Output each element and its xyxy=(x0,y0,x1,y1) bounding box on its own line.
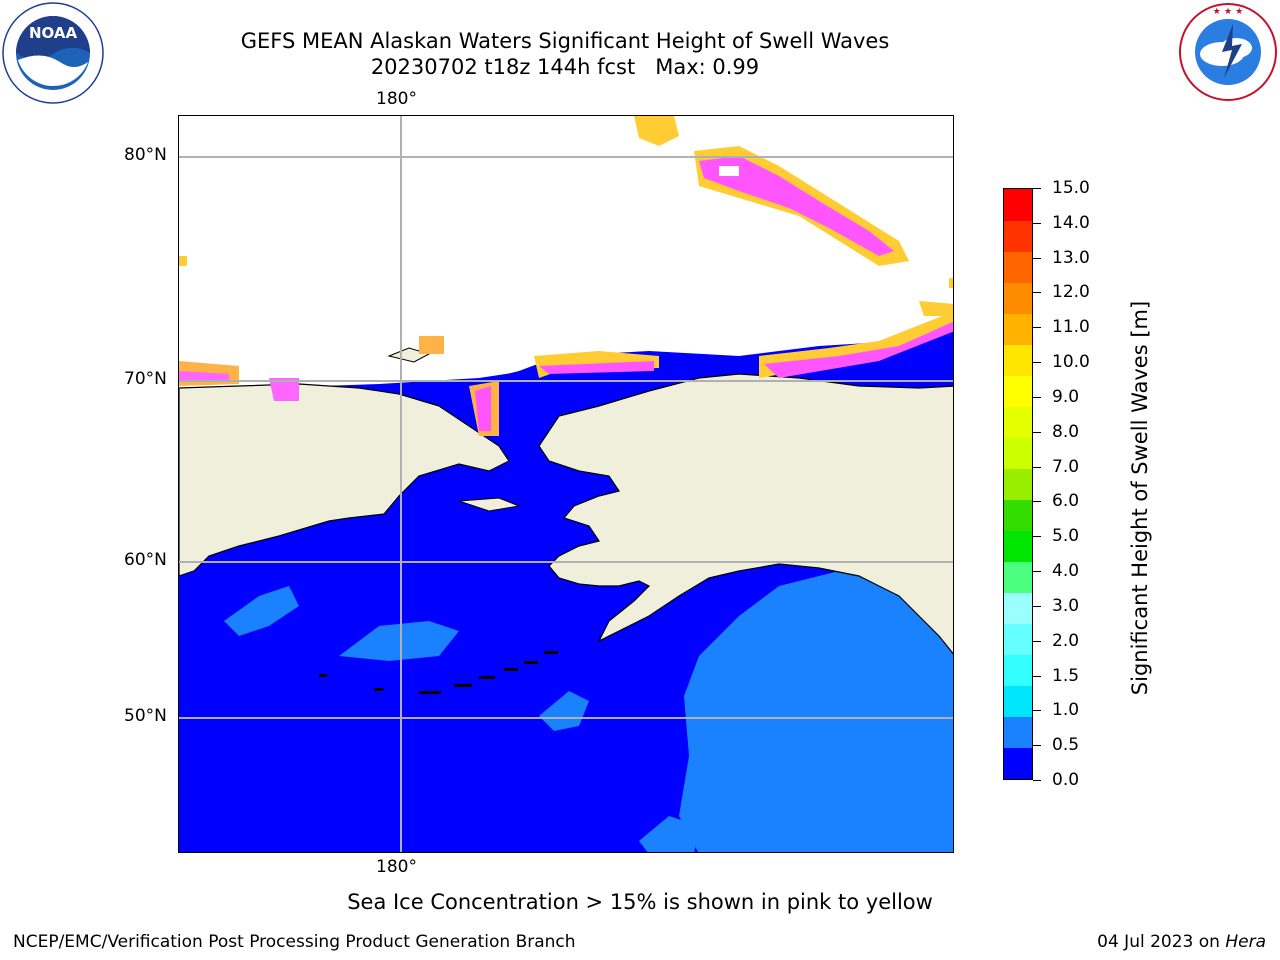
svg-text:★ ★ ★: ★ ★ ★ xyxy=(1213,7,1243,17)
colorbar-segment xyxy=(1004,282,1032,314)
colorbar-tick-mark xyxy=(1033,675,1041,677)
map-title: GEFS MEAN Alaskan Waters Significant Hei… xyxy=(240,29,890,53)
colorbar-tick-mark xyxy=(1033,536,1041,538)
colorbar-tick-mark xyxy=(1033,222,1041,224)
colorbar-tick-label: 1.5 xyxy=(1052,665,1080,686)
colorbar-segment xyxy=(1004,251,1032,283)
colorbar-tick-label: 4.0 xyxy=(1052,561,1080,582)
colorbar-tick-mark xyxy=(1033,571,1041,573)
colorbar-label: Significant Height of Swell Waves [m] xyxy=(1128,300,1152,696)
colorbar-tick-label: 11.0 xyxy=(1052,317,1090,338)
sea-ice-overlay xyxy=(179,116,953,436)
colorbar-tick-label: 0.0 xyxy=(1052,770,1080,790)
colorbar-segment xyxy=(1004,592,1032,624)
land-siberia xyxy=(179,383,510,577)
colorbar-tick-mark xyxy=(1033,362,1041,364)
colorbar-tick-label: 12.0 xyxy=(1052,282,1090,303)
colorbar xyxy=(1003,188,1033,780)
colorbar-segment xyxy=(1004,654,1032,686)
colorbar-tick-label: 7.0 xyxy=(1052,456,1080,477)
colorbar-tick-mark xyxy=(1033,745,1041,747)
lon-label-bottom: 180° xyxy=(376,857,417,877)
colorbar-tick-mark xyxy=(1033,710,1041,712)
land-alaska xyxy=(538,373,953,655)
lon-label-top: 180° xyxy=(376,89,417,109)
colorbar-segment xyxy=(1004,499,1032,531)
graticule xyxy=(179,116,953,852)
colorbar-tick-label: 8.0 xyxy=(1052,421,1080,442)
colorbar-segment xyxy=(1004,220,1032,252)
map-panel xyxy=(178,115,954,853)
colorbar-segment xyxy=(1004,406,1032,438)
lat-label-60n: 60°N xyxy=(124,550,167,570)
colorbar-segment xyxy=(1004,623,1032,655)
noaa-logo: NOAA xyxy=(2,2,104,104)
colorbar-tick-label: 0.5 xyxy=(1052,735,1080,756)
footer-machine: Hera xyxy=(1225,932,1266,952)
colorbar-tick-label: 6.0 xyxy=(1052,491,1080,512)
colorbar-tick-label: 3.0 xyxy=(1052,595,1080,616)
colorbar-segment xyxy=(1004,468,1032,500)
ocean-swell-05-10 xyxy=(679,566,953,852)
colorbar-segment xyxy=(1004,530,1032,562)
colorbar-tick-label: 13.0 xyxy=(1052,247,1090,268)
colorbar-tick-mark xyxy=(1033,292,1041,294)
colorbar-tick-label: 15.0 xyxy=(1052,178,1090,198)
colorbar-segment xyxy=(1004,747,1032,779)
footer-date: 04 Jul 2023 on Hera xyxy=(1097,932,1266,952)
colorbar-segment xyxy=(1004,344,1032,376)
colorbar-tick-mark xyxy=(1033,466,1041,468)
colorbar-tick-mark xyxy=(1033,327,1041,329)
colorbar-tick-mark xyxy=(1033,605,1041,607)
colorbar-tick-mark xyxy=(1033,501,1041,503)
colorbar-tick-mark xyxy=(1033,431,1041,433)
lat-label-70n: 70°N xyxy=(124,369,167,389)
footer-date-text: 04 Jul 2023 on xyxy=(1097,932,1226,952)
colorbar-segment xyxy=(1004,375,1032,407)
nws-logo: ★ ★ ★ xyxy=(1178,2,1278,102)
noaa-logo-text: NOAA xyxy=(29,24,78,42)
lat-label-80n: 80°N xyxy=(124,145,167,165)
colorbar-tick-mark xyxy=(1033,396,1041,398)
aleutian-islands xyxy=(319,651,558,694)
colorbar-tick-label: 9.0 xyxy=(1052,386,1080,407)
sea-ice-note: Sea Ice Concentration > 15% is shown in … xyxy=(347,890,933,914)
colorbar-tick-mark xyxy=(1033,257,1041,259)
colorbar-segment xyxy=(1004,189,1032,221)
colorbar-tick-label: 2.0 xyxy=(1052,630,1080,651)
colorbar-segment xyxy=(1004,437,1032,469)
colorbar-segment xyxy=(1004,561,1032,593)
lat-label-50n: 50°N xyxy=(124,706,167,726)
colorbar-segment xyxy=(1004,716,1032,748)
footer-credit: NCEP/EMC/Verification Post Processing Pr… xyxy=(13,932,576,952)
colorbar-tick-mark xyxy=(1033,188,1041,189)
colorbar-tick-label: 10.0 xyxy=(1052,352,1090,373)
colorbar-tick-label: 14.0 xyxy=(1052,212,1090,233)
colorbar-tick-mark xyxy=(1033,640,1041,642)
colorbar-tick-label: 1.0 xyxy=(1052,700,1080,721)
map-subtitle: 20230702 t18z 144h fcst Max: 0.99 xyxy=(370,55,760,79)
colorbar-segment xyxy=(1004,313,1032,345)
colorbar-tick-label: 5.0 xyxy=(1052,526,1080,547)
colorbar-tick-mark xyxy=(1033,780,1041,781)
colorbar-segment xyxy=(1004,685,1032,717)
